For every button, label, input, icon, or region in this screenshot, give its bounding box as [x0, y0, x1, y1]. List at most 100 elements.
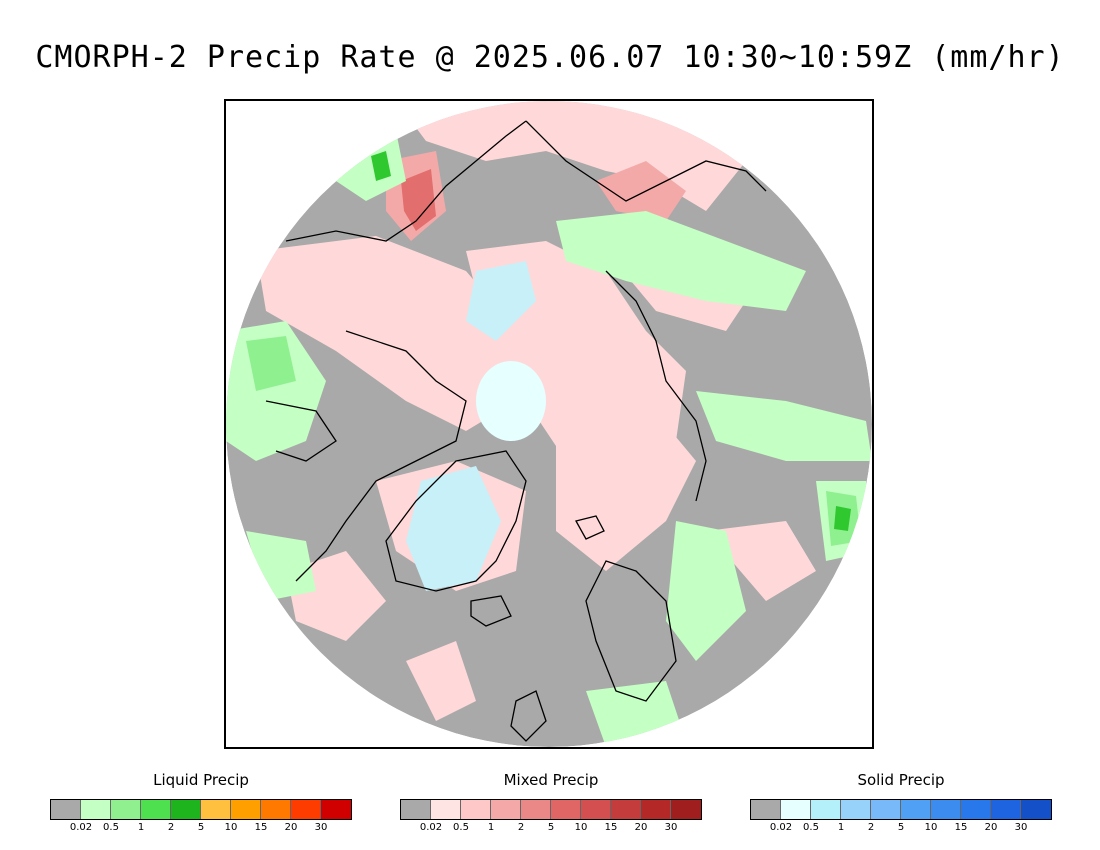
- tick-label: 10: [574, 822, 588, 833]
- tick-label: 1: [487, 822, 495, 833]
- coastline-iceland: [470, 595, 512, 627]
- tick-label: 10: [224, 822, 238, 833]
- tick-label: 30: [314, 822, 328, 833]
- color-swatch: [841, 800, 871, 819]
- color-swatch: [781, 800, 811, 819]
- tick-label: 20: [984, 822, 998, 833]
- coastlines: [265, 120, 767, 742]
- color-bar: [50, 799, 352, 820]
- color-swatch: [401, 800, 431, 819]
- color-swatch: [291, 800, 321, 819]
- tick-label: 1: [837, 822, 845, 833]
- tick-label: 5: [197, 822, 205, 833]
- coastline-uk: [510, 690, 547, 742]
- legend-solid: Solid Precip 0.02 0.5 1 2 5 10 15 20 30: [750, 770, 1052, 833]
- tick-labels: 0.02 0.5 1 2 5 10 15 20 30: [750, 822, 1052, 836]
- coastline-russia-north: [605, 270, 707, 502]
- color-swatch: [611, 800, 641, 819]
- color-swatch: [641, 800, 671, 819]
- mixed-precip-region: [406, 641, 476, 721]
- liquid-precip-region: [834, 506, 851, 531]
- liquid-precip-region: [696, 391, 872, 461]
- tick-label: 0.5: [103, 822, 119, 833]
- liquid-precip-region: [246, 336, 296, 391]
- tick-label: 30: [1014, 822, 1028, 833]
- tick-label: 2: [167, 822, 175, 833]
- mixed-precip-region: [556, 401, 696, 571]
- legend-title: Liquid Precip: [153, 771, 249, 789]
- color-swatch: [871, 800, 901, 819]
- color-swatch: [991, 800, 1021, 819]
- polar-precip-map: [226, 101, 872, 747]
- color-swatch: [491, 800, 521, 819]
- tick-label: 0.5: [453, 822, 469, 833]
- color-swatch: [581, 800, 611, 819]
- color-swatch: [521, 800, 551, 819]
- tick-label: 0.02: [419, 822, 443, 833]
- map-panel: [224, 99, 874, 749]
- color-swatch: [551, 800, 581, 819]
- color-bar: [750, 799, 1052, 820]
- color-swatch: [81, 800, 111, 819]
- tick-label: 1: [137, 822, 145, 833]
- tick-labels: 0.02 0.5 1 2 5 10 15 20 30: [50, 822, 352, 836]
- color-swatch: [111, 800, 141, 819]
- solid-precip-regions: [406, 261, 546, 591]
- tick-label: 2: [517, 822, 525, 833]
- coastline-svalbard: [575, 515, 605, 540]
- coastline-siberia: [525, 120, 767, 202]
- solid-precip-region: [466, 261, 536, 341]
- color-swatch: [751, 800, 781, 819]
- legend-mixed: Mixed Precip 0.02 0.5 1 2 5 10 15 20 30: [400, 770, 702, 833]
- mixed-precip-region: [596, 161, 686, 221]
- tick-label: 30: [664, 822, 678, 833]
- liquid-precip-regions: [226, 131, 872, 747]
- color-swatch: [931, 800, 961, 819]
- tick-label: 10: [924, 822, 938, 833]
- color-swatch: [1021, 800, 1051, 819]
- solid-precip-region: [476, 361, 546, 441]
- tick-label: 15: [254, 822, 268, 833]
- color-swatch: [141, 800, 171, 819]
- tick-labels: 0.02 0.5 1 2 5 10 15 20 30: [400, 822, 702, 836]
- tick-label: 0.02: [769, 822, 793, 833]
- tick-label: 0.5: [803, 822, 819, 833]
- map-title: CMORPH-2 Precip Rate @ 2025.06.07 10:30~…: [35, 40, 1065, 75]
- coastline-scandinavia: [585, 560, 677, 702]
- mixed-precip-region: [256, 236, 526, 431]
- color-swatch: [321, 800, 351, 819]
- coastline-canada-archipelago: [295, 330, 467, 582]
- mixed-precip-region: [401, 169, 436, 231]
- tick-label: 0.02: [69, 822, 93, 833]
- color-swatch: [811, 800, 841, 819]
- tick-label: 5: [897, 822, 905, 833]
- tick-label: 5: [547, 822, 555, 833]
- liquid-precip-region: [666, 521, 746, 661]
- liquid-precip-region: [556, 211, 806, 311]
- color-swatch: [261, 800, 291, 819]
- color-swatch: [201, 800, 231, 819]
- mixed-precip-region: [396, 101, 746, 211]
- coastline-greenland: [385, 450, 527, 592]
- tick-label: 15: [604, 822, 618, 833]
- mixed-precip-region: [706, 521, 816, 601]
- legend-liquid: Liquid Precip 0.02 0.5 1 2 5 10 15 20 30: [50, 770, 352, 833]
- color-swatch: [961, 800, 991, 819]
- color-swatch: [231, 800, 261, 819]
- tick-label: 15: [954, 822, 968, 833]
- tick-label: 20: [284, 822, 298, 833]
- solid-precip-region: [406, 466, 501, 591]
- color-swatch: [431, 800, 461, 819]
- color-swatch: [51, 800, 81, 819]
- color-swatch: [671, 800, 701, 819]
- legend-title: Mixed Precip: [503, 771, 599, 789]
- color-swatch: [461, 800, 491, 819]
- color-swatch: [901, 800, 931, 819]
- tick-label: 20: [634, 822, 648, 833]
- coastline-alaska: [285, 120, 527, 242]
- coastline-hudson: [265, 400, 337, 462]
- color-bar: [400, 799, 702, 820]
- tick-label: 2: [867, 822, 875, 833]
- liquid-precip-region: [371, 151, 391, 181]
- color-swatch: [171, 800, 201, 819]
